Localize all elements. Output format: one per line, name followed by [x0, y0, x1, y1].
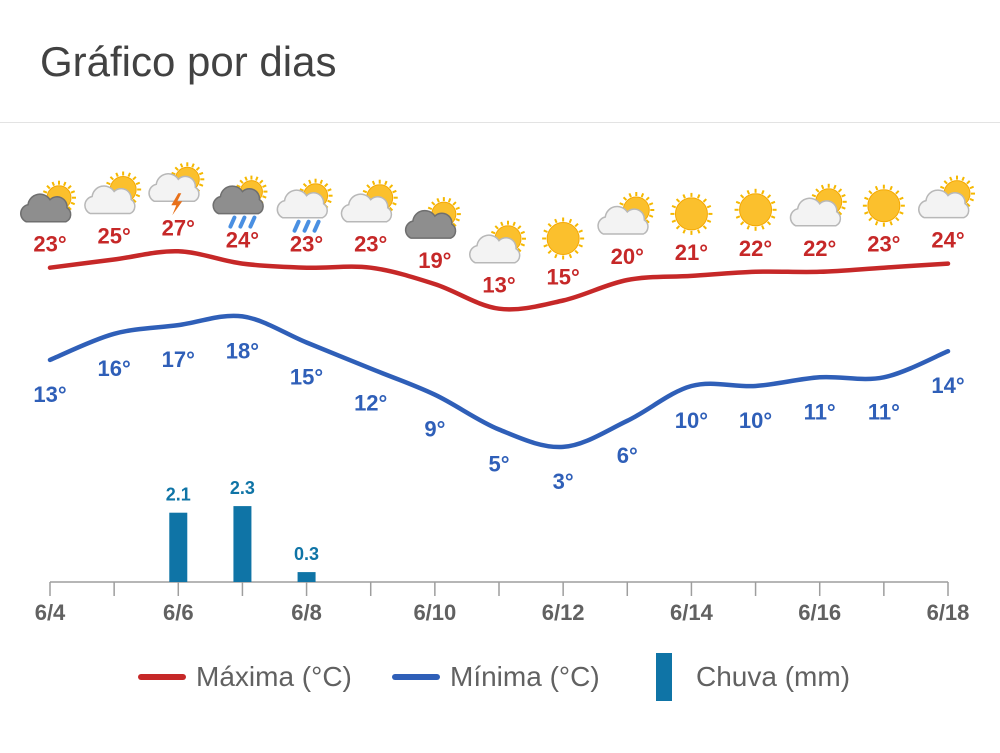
- min-temp-label: 15°: [290, 365, 323, 390]
- legend-rain-swatch: [656, 653, 672, 701]
- legend-item-min: Mínima (°C): [392, 652, 600, 702]
- partly-cloudy-icon: [340, 179, 398, 223]
- chart-legend: Máxima (°C) Mínima (°C) Chuva (mm): [0, 652, 1000, 712]
- min-temp-label: 11°: [804, 399, 836, 424]
- max-temp-label: 22°: [803, 236, 836, 261]
- rain-bar: [233, 506, 252, 582]
- max-temp-label: 13°: [482, 273, 515, 298]
- min-temp-line: [47, 313, 951, 450]
- legend-min-label: Mínima (°C): [450, 661, 600, 692]
- thunderstorm-icon: [148, 162, 205, 216]
- rain-value-label: 0.3: [294, 544, 319, 564]
- partly-cloudy-icon: [469, 220, 526, 264]
- min-temp-label: 5°: [488, 452, 509, 477]
- rain-value-label: 2.3: [230, 478, 255, 498]
- x-tick-label: 6/14: [670, 600, 714, 625]
- min-temp-label: 3°: [553, 469, 574, 494]
- partly-cloudy-icon: [597, 192, 655, 235]
- rain-value-label: 2.1: [166, 485, 191, 505]
- rain-bar: [169, 512, 188, 582]
- max-temp-label: 24°: [931, 228, 964, 253]
- legend-item-max: Máxima (°C): [138, 652, 352, 702]
- sunny-icon: [862, 184, 905, 227]
- min-temp-label: 13°: [33, 382, 66, 407]
- min-temp-label: 10°: [739, 408, 772, 433]
- min-temp-label: 9°: [424, 417, 445, 442]
- cloudy-sun-icon: [20, 180, 76, 223]
- max-temp-label: 27°: [162, 215, 195, 240]
- min-temp-label: 18°: [226, 338, 259, 363]
- max-temp-label: 23°: [290, 232, 323, 257]
- legend-max-label: Máxima (°C): [196, 661, 352, 692]
- max-temp-line: [47, 249, 951, 312]
- max-temp-label: 21°: [675, 240, 708, 265]
- page-title: Gráfico por dias: [40, 38, 337, 85]
- max-temp-label: 22°: [739, 236, 772, 261]
- legend-rain-label: Chuva (mm): [696, 661, 851, 692]
- partly-cloudy-icon: [84, 171, 142, 215]
- rain-sun-icon: [276, 178, 333, 233]
- min-temp-label: 16°: [98, 356, 131, 381]
- min-temp-label: 6°: [617, 443, 638, 468]
- max-temp-label: 15°: [547, 265, 580, 290]
- partly-cloudy-icon: [918, 175, 975, 219]
- rain-bar: [297, 572, 316, 582]
- cloudy-sun-icon: [404, 197, 461, 239]
- x-tick-label: 6/8: [291, 600, 322, 625]
- sunny-icon: [734, 188, 777, 231]
- x-tick-label: 6/12: [542, 600, 585, 625]
- max-temp-label: 24°: [226, 228, 259, 253]
- legend-item-rain: Chuva (mm): [656, 652, 850, 702]
- rain-icon: [212, 175, 268, 229]
- partly-cloudy-icon: [789, 183, 847, 227]
- min-temp-label: 12°: [354, 391, 387, 416]
- x-tick-label: 6/16: [798, 600, 841, 625]
- max-temp-label: 23°: [867, 232, 900, 257]
- min-temp-label: 10°: [675, 408, 708, 433]
- min-temp-label: 14°: [931, 373, 964, 398]
- sunny-icon: [542, 217, 585, 260]
- x-tick-label: 6/4: [35, 600, 66, 625]
- weather-chart: 6/4 6/6 6/8 6/10 6/12 6/14 6/16 6/18 2.1 2.3 0.3 23…: [20, 162, 975, 625]
- max-temp-label: 23°: [33, 232, 66, 257]
- header: Gráfico por dias: [0, 0, 1000, 123]
- max-temp-label: 25°: [98, 224, 131, 249]
- x-tick-label: 6/10: [413, 600, 456, 625]
- max-temp-label: 23°: [354, 232, 387, 257]
- max-temp-label: 19°: [418, 248, 451, 273]
- min-temp-label: 17°: [162, 347, 195, 372]
- legend-max-swatch: [138, 674, 186, 680]
- x-tick-label: 6/6: [163, 600, 194, 625]
- max-temp-label: 20°: [611, 244, 644, 269]
- x-tick-label: 6/18: [927, 600, 970, 625]
- sunny-icon: [670, 192, 713, 235]
- min-temp-label: 11°: [868, 399, 900, 424]
- legend-min-swatch: [392, 674, 440, 680]
